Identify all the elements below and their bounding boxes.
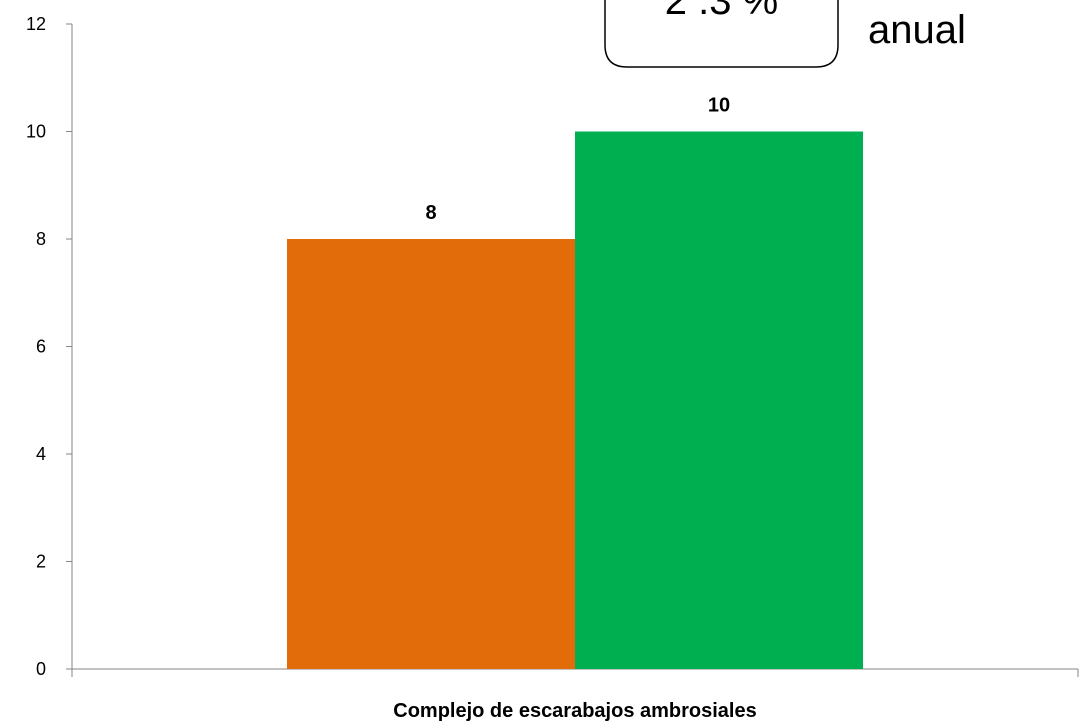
data-labels-group: 8 10: [425, 95, 730, 225]
bar-data-label: 10: [708, 95, 730, 117]
annotation-side-text: anual: [868, 8, 966, 52]
y-tick-label: 4: [36, 444, 46, 464]
y-tick-label: 2: [36, 552, 46, 572]
annotation-group: 2 .3 % anual: [604, 0, 966, 68]
y-tick-label: 8: [36, 229, 46, 249]
x-labels-group: Complejo de escarabajos ambrosiales: [393, 700, 757, 722]
callout-box: [604, 0, 839, 68]
y-ticks-group: 0 2 4 6 8 10 12: [26, 14, 1079, 679]
y-tick-label: 12: [26, 14, 46, 34]
bars-group: [287, 131, 863, 669]
callout-text: 2 .3 %: [665, 0, 778, 23]
x-category-label: Complejo de escarabajos ambrosiales: [393, 700, 757, 722]
bar-series-2: [575, 131, 863, 669]
bar-data-label: 8: [425, 202, 436, 224]
y-tick-label: 0: [36, 659, 46, 679]
bar-series-1: [287, 239, 575, 669]
y-tick-label: 10: [26, 122, 46, 142]
y-tick-label: 6: [36, 337, 46, 357]
